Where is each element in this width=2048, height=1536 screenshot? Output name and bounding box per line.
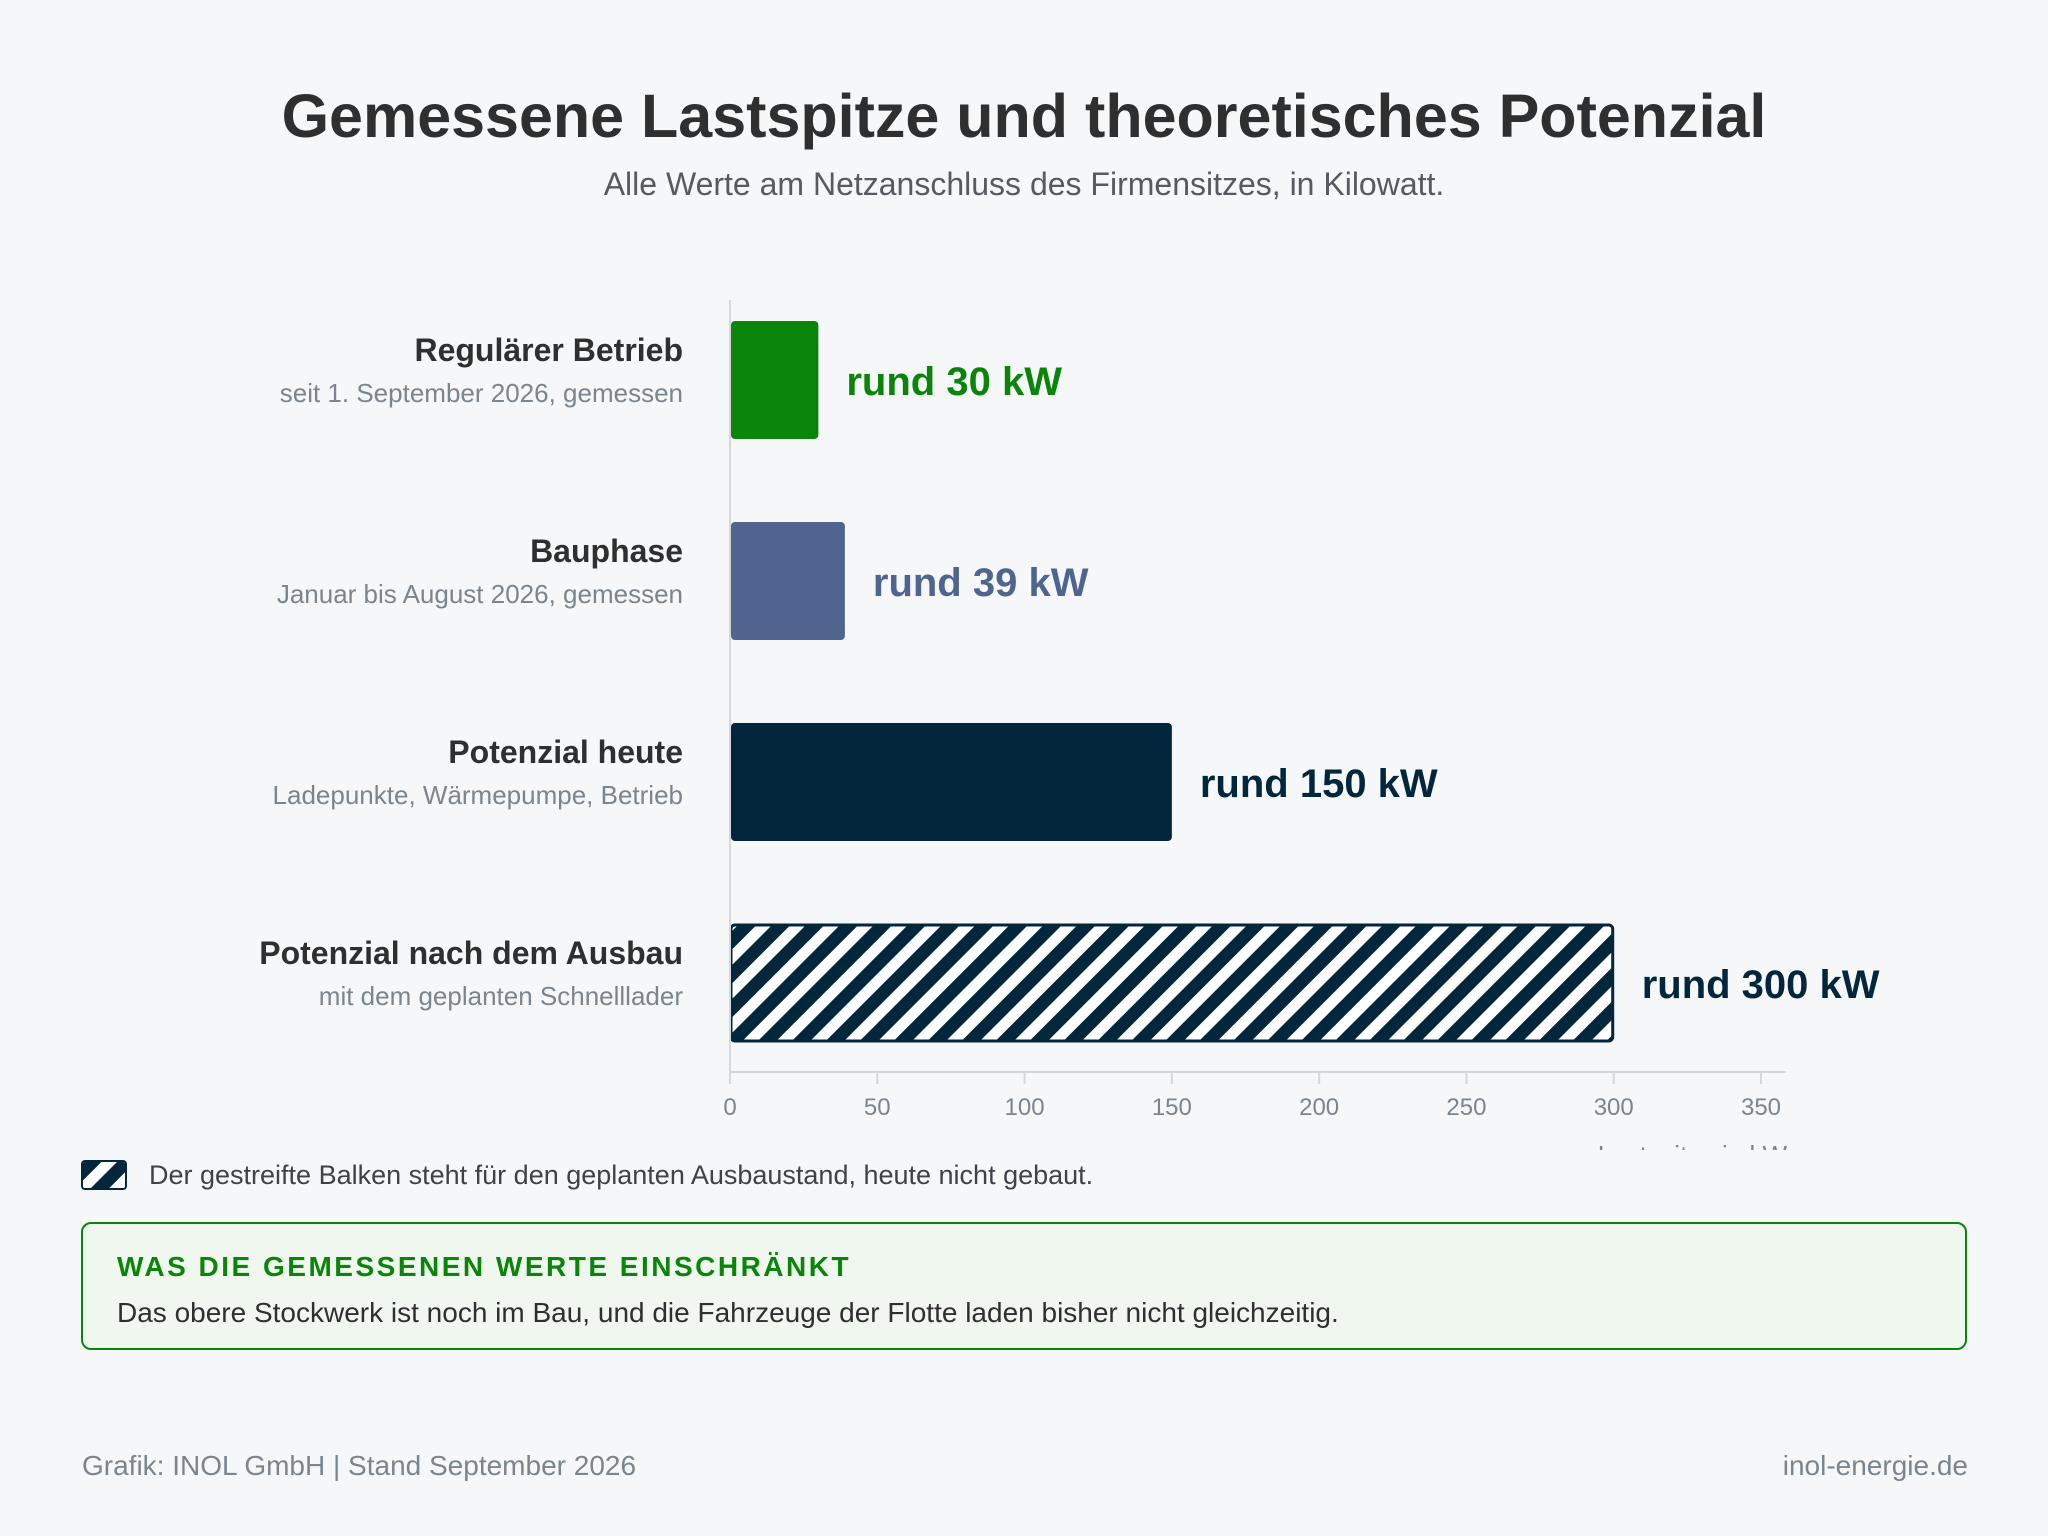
hatch-swatch [81,1160,127,1190]
x-tick-label: 50 [864,1094,891,1121]
x-tick-label: 250 [1446,1094,1486,1121]
category-label: Potenzial heute [448,734,683,770]
bar [731,723,1172,841]
hatch-legend: Der gestreifte Balken steht für den gepl… [81,1158,1093,1192]
bar-hatched [729,923,1615,1043]
chart-title: Gemessene Lastspitze und theoretisches P… [281,82,1767,150]
value-label: rund 30 kW [846,360,1062,404]
category-label: Bauphase [530,533,683,569]
x-tick-label: 350 [1741,1094,1781,1121]
chart-subtitle: Alle Werte am Netzanschluss des Firmensi… [603,166,1445,202]
category-subtitle: seit 1. September 2026, gemessen [280,378,683,408]
bar [731,321,819,439]
legend-text: Der gestreifte Balken steht für den gepl… [149,1159,1094,1190]
bars-layer: Regulärer Betrieb seit 1. September 2026,… [259,321,1880,1043]
x-tick-label: 100 [1005,1094,1045,1121]
info-box: WAS DIE GEMESSENEN WERTE EINSCHRÄNKT Das… [81,1222,1967,1350]
x-tick-label: 150 [1152,1094,1192,1121]
category-label: Regulärer Betrieb [414,332,683,368]
x-axis-title: Lastspitze in kW [1598,1140,1788,1150]
info-box-body: Das obere Stockwerk ist noch im Bau, und… [117,1296,1339,1328]
footer-source: Grafik: INOL GmbH | Stand September 2026 [82,1450,637,1481]
bar [731,522,845,640]
x-axis: 0 50 100 150 200 250 300 350 Lastspitze in kW [723,300,1787,1150]
category-subtitle: Ladepunkte, Wärmepumpe, Betrieb [273,780,683,810]
x-tick-label: 0 [723,1094,736,1121]
x-tick-label: 200 [1299,1094,1339,1121]
info-box-title: WAS DIE GEMESSENEN WERTE EINSCHRÄNKT [117,1251,852,1282]
category-subtitle: Januar bis August 2026, gemessen [277,579,683,609]
x-tick-label: 300 [1594,1094,1634,1121]
bar-chart: Regulärer Betrieb seit 1. September 2026,… [259,300,1880,1150]
value-label: rund 300 kW [1642,963,1880,1007]
footer-website: inol-energie.de [1782,1450,1968,1481]
category-label: Potenzial nach dem Ausbau [259,935,683,971]
value-label: rund 39 kW [873,561,1089,605]
value-label: rund 150 kW [1200,762,1438,806]
category-subtitle: mit dem geplanten Schnelllader [319,981,684,1011]
